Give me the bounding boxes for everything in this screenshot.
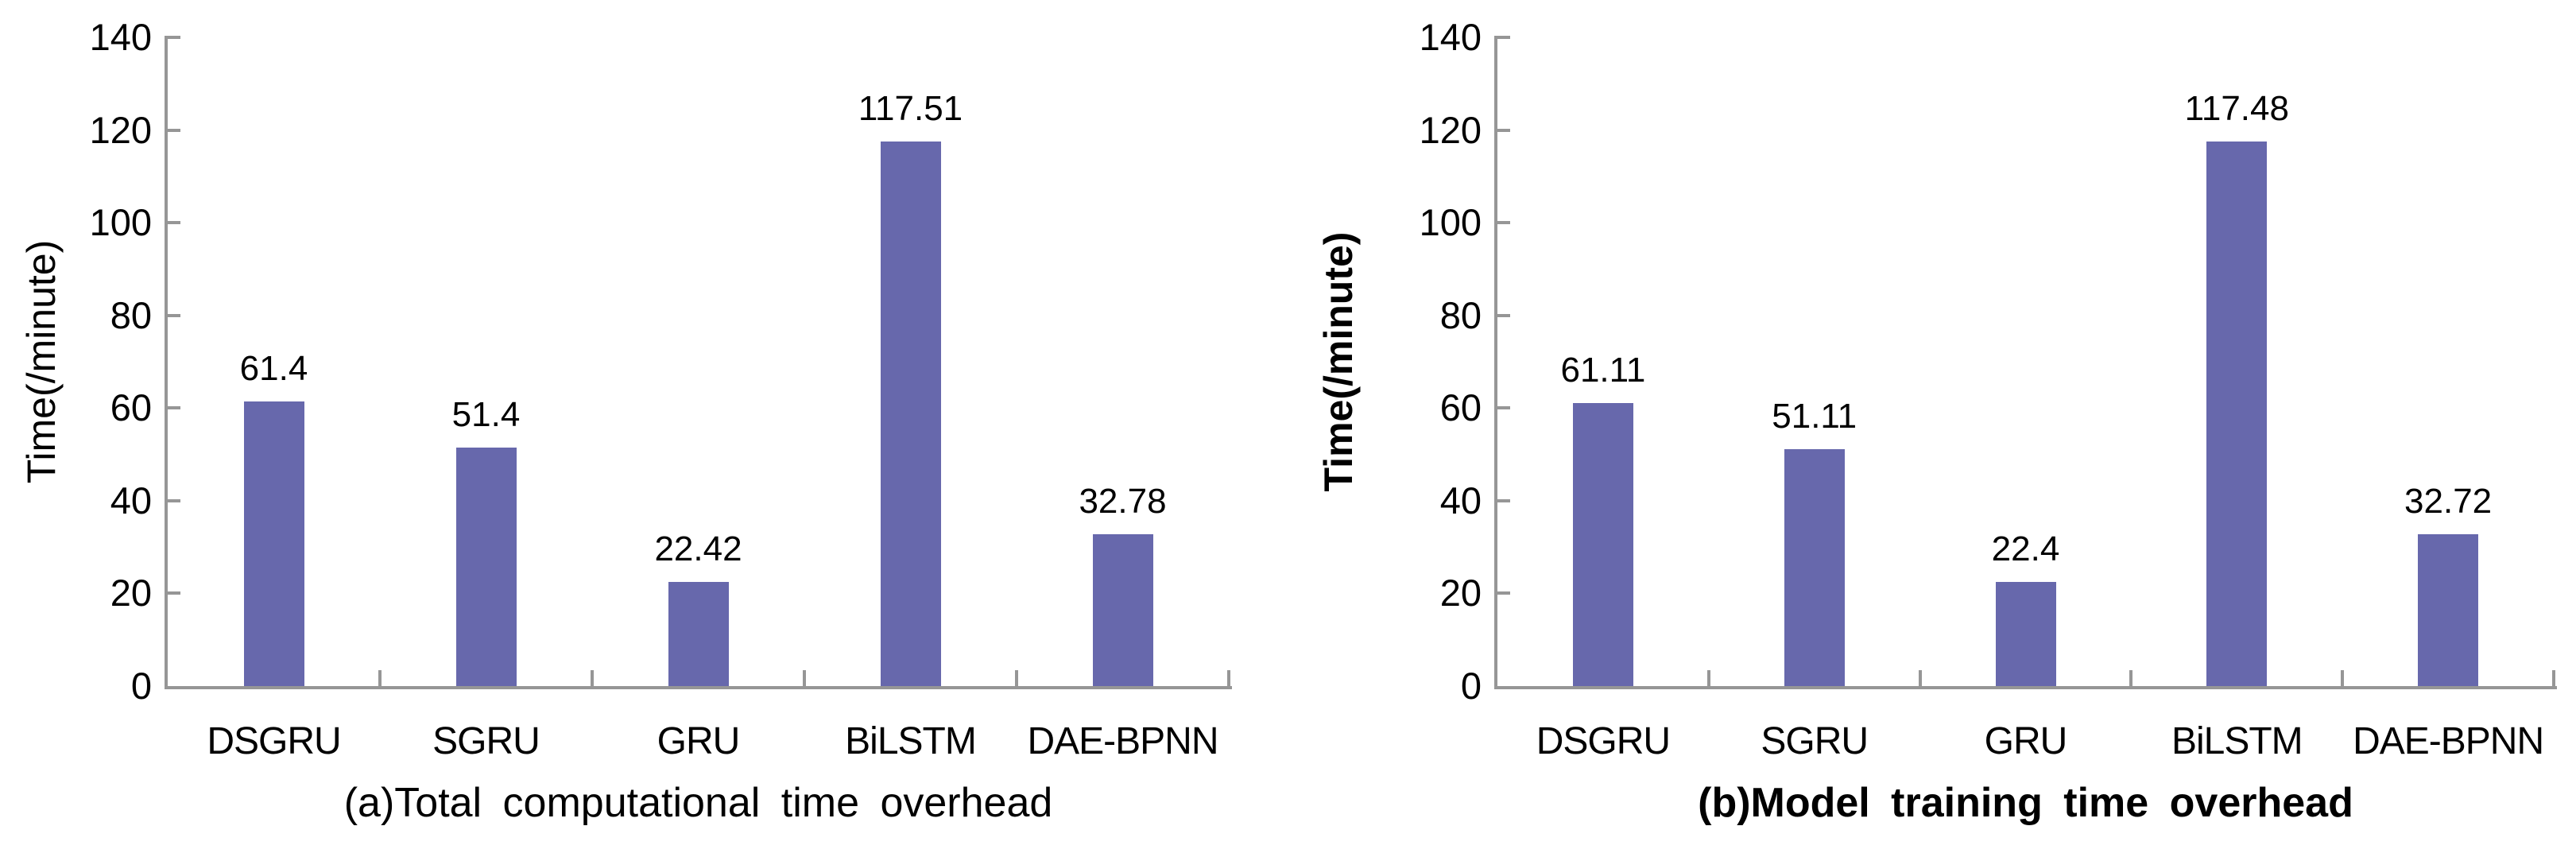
- bar-value-label: 117.48: [2184, 89, 2289, 129]
- chart-caption: (a)Total computational time overhead: [343, 780, 1053, 826]
- x-axis-tick: [2341, 670, 2345, 686]
- chart-total-computational-time: Time(/minute) 0 20 40 60 80 100 120 140 61.4 DSGR…: [19, 16, 1232, 826]
- y-tick-label: 0: [1460, 665, 1482, 707]
- y-tick-label: 120: [89, 108, 152, 151]
- y-tick-label: 140: [1419, 16, 1482, 58]
- y-tick-label: 100: [89, 201, 152, 244]
- y-axis-line: [1494, 36, 1497, 689]
- y-tick-label: 80: [1439, 293, 1482, 336]
- y-axis-tick: [1497, 313, 1510, 317]
- y-tick-label: 40: [110, 479, 152, 522]
- y-axis-tick: [1497, 36, 1510, 39]
- x-axis-tick: [803, 670, 806, 686]
- chart-caption: (b)Model training time overhead: [1698, 780, 2353, 826]
- y-tick-label: 120: [1419, 108, 1482, 151]
- y-tick-label: 60: [1439, 386, 1482, 429]
- category-label: GRU: [657, 720, 741, 762]
- bar-value-label: 61.4: [239, 349, 308, 389]
- bar-value-label: 32.72: [2404, 482, 2493, 522]
- x-axis-tick: [1015, 670, 1018, 686]
- bar-bilstm: [2206, 142, 2268, 686]
- y-axis-tick: [168, 406, 180, 410]
- bar-dsgru: [1572, 402, 1633, 686]
- bar-gru: [668, 582, 729, 686]
- plot-area: 0 20 40 60 80 100 120 140 61.4 DSGRU 51.4 SGRU 22.42…: [89, 16, 1232, 762]
- bar-value-label: 51.4: [451, 395, 521, 435]
- y-axis-tick: [168, 313, 180, 317]
- x-axis-line: [165, 686, 1232, 689]
- category-label: BiLSTM: [845, 720, 977, 762]
- bar-value-label: 32.78: [1079, 481, 1167, 521]
- bar-value-label: 51.11: [1772, 397, 1857, 436]
- plot-area: 0 20 40 60 80 100 120 140 61.11 DSGRU 51.11 SGRU 22.…: [1288, 0, 2576, 857]
- y-axis-tick: [168, 591, 180, 595]
- x-axis-tick: [591, 670, 594, 686]
- bar-dsgru: [243, 401, 304, 686]
- y-tick-label: 60: [110, 386, 152, 429]
- bar-value-label: 22.42: [654, 529, 742, 569]
- bar-value-label: 22.4: [1991, 529, 2060, 569]
- x-axis-tick: [2129, 670, 2133, 686]
- category-label: DSGRU: [1536, 720, 1671, 762]
- y-tick-label: 20: [1439, 572, 1482, 615]
- bar-sgru: [455, 448, 517, 686]
- category-label: SGRU: [1761, 720, 1869, 762]
- y-axis-tick: [168, 36, 180, 39]
- bar-value-label: 117.51: [858, 89, 963, 129]
- category-label: SGRU: [432, 720, 540, 762]
- chart-model-training-time: Time(/minute) 0 20 40 60 80 100 120 140 61.11 DSG…: [1288, 0, 2576, 857]
- y-axis-tick: [168, 221, 180, 225]
- category-label: DAE-BPNN: [1027, 720, 1218, 762]
- x-axis-tick: [2552, 670, 2555, 686]
- y-axis-tick: [1497, 221, 1510, 225]
- category-label: BiLSTM: [2171, 720, 2303, 762]
- x-axis-line: [1494, 686, 2557, 689]
- y-tick-label: 100: [1419, 201, 1482, 244]
- bar-gru: [1995, 582, 2056, 686]
- y-axis-tick: [1497, 128, 1510, 132]
- y-tick-label: 40: [1439, 479, 1482, 522]
- y-axis-line: [165, 36, 168, 689]
- category-label: GRU: [1984, 720, 2068, 762]
- y-tick-label: 80: [110, 293, 152, 336]
- y-axis-tick: [1497, 591, 1510, 595]
- bar-dae-bpnn: [1092, 533, 1153, 686]
- y-axis-tick: [1497, 406, 1510, 410]
- category-label: DAE-BPNN: [2353, 720, 2544, 762]
- y-axis-tick: [168, 498, 180, 502]
- y-axis-tick: [1497, 498, 1510, 502]
- x-axis-tick: [378, 670, 382, 686]
- bar-value-label: 61.11: [1560, 350, 1646, 390]
- y-tick-label: 0: [130, 665, 152, 707]
- y-axis-tick: [168, 128, 180, 132]
- category-label: DSGRU: [207, 720, 341, 762]
- y-tick-label: 140: [89, 16, 152, 58]
- bar-bilstm: [880, 142, 941, 686]
- x-axis-tick: [1706, 670, 1710, 686]
- x-axis-tick: [1227, 670, 1230, 686]
- bar-dae-bpnn: [2418, 534, 2479, 686]
- y-tick-label: 20: [110, 572, 152, 615]
- bar-sgru: [1784, 449, 1845, 686]
- x-axis-tick: [1918, 670, 1922, 686]
